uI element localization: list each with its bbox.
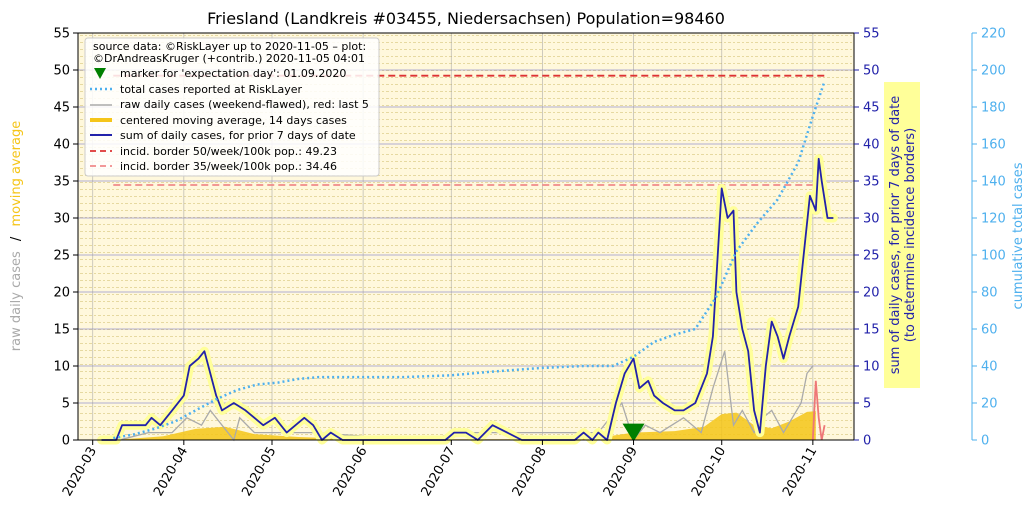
y-far-right-tick-label: 60: [981, 323, 998, 338]
y-left-tick-label: 30: [53, 212, 70, 227]
y-left-tick-label: 35: [53, 175, 70, 190]
legend: source data: ©RiskLayer up to 2020-11-05…: [84, 37, 380, 177]
y-far-right-tick-label: 20: [981, 397, 998, 412]
legend-swatch-marker: [94, 68, 106, 79]
legend-entry-total: total cases reported at RiskLayer: [120, 83, 303, 96]
y-right-tick-label: 45: [863, 101, 880, 116]
right-axis-label-box: [884, 82, 920, 388]
right-axis-label-line2: (to determine incidence borders): [903, 128, 918, 343]
legend-entry-marker: marker for 'expectation day': 01.09.2020: [120, 67, 346, 80]
y-right-tick-label: 15: [863, 323, 880, 338]
y-left-tick-label: 55: [53, 27, 70, 42]
far-right-axis-label: cumulative total cases: [1011, 162, 1026, 309]
y-far-right-tick-label: 0: [981, 434, 989, 449]
y-left-tick-label: 5: [62, 397, 70, 412]
y-far-right-tick-label: 120: [981, 212, 1006, 227]
y-right-tick-label: 50: [863, 64, 880, 79]
x-tick-label: 2020-08: [510, 445, 550, 500]
legend-entry-raw: raw daily cases (weekend-flawed), red: l…: [120, 98, 369, 111]
y-left-tick-label: 10: [53, 360, 70, 375]
legend-box: [84, 37, 380, 177]
y-right-tick-label: 25: [863, 249, 880, 264]
x-tick-label: 2020-05: [239, 445, 279, 500]
y-far-right-tick-label: 140: [981, 175, 1006, 190]
y-right-tick-label: 5: [863, 397, 871, 412]
y-right-tick-label: 55: [863, 27, 880, 42]
series-total-cases: [113, 80, 826, 440]
y-left-tick-label: 50: [53, 64, 70, 79]
legend-entry-sum7: sum of daily cases, for prior 7 days of …: [120, 129, 356, 142]
y-far-right-tick-label: 80: [981, 286, 998, 301]
series-raw-daily: [119, 351, 814, 442]
left-axis-label-separator: /: [9, 236, 24, 241]
y-far-right-tick-label: 200: [981, 64, 1006, 79]
x-tick-label: 2020-09: [601, 445, 641, 500]
legend-entry-border35: incid. border 35/week/100k pop.: 34.46: [120, 160, 337, 173]
right-axis-label-line1: sum of daily cases, for prior 7 days of …: [888, 96, 903, 375]
x-tick-label: 2020-04: [151, 445, 191, 500]
y-left-tick-label: 45: [53, 101, 70, 116]
x-tick-label: 2020-10: [689, 445, 729, 500]
y-left-tick-label: 40: [53, 138, 70, 153]
y-left-tick-label: 25: [53, 249, 70, 264]
y-right-tick-label: 30: [863, 212, 880, 227]
legend-source-line2: ©DrAndreasKruger (+contrib.) 2020-11-05 …: [93, 52, 365, 65]
y-right-tick-label: 20: [863, 286, 880, 301]
y-right-tick-label: 0: [863, 434, 871, 449]
legend-entry-border50: incid. border 50/week/100k pop.: 49.23: [120, 145, 337, 158]
y-far-right-tick-label: 100: [981, 249, 1006, 264]
y-far-right-tick-label: 180: [981, 101, 1006, 116]
y-left-tick-label: 20: [53, 286, 70, 301]
x-tick-label: 2020-11: [780, 445, 820, 500]
series-raw-last5: [811, 380, 826, 441]
expectation-day-marker: [622, 423, 645, 442]
markers: [622, 423, 645, 442]
y-right-tick-label: 35: [863, 175, 880, 190]
y-right-tick-label: 40: [863, 138, 880, 153]
chart-title: Friesland (Landkreis #03455, Niedersachs…: [207, 9, 725, 28]
x-tick-label: 2020-07: [419, 445, 459, 500]
y-left-tick-label: 15: [53, 323, 70, 338]
left-axis-label-avg: moving average: [9, 121, 24, 227]
y-far-right-tick-label: 160: [981, 138, 1006, 153]
y-far-right-tick-label: 220: [981, 27, 1006, 42]
left-axis-label-raw: raw daily cases: [9, 251, 24, 351]
y-right-tick-label: 10: [863, 360, 880, 375]
x-tick-label: 2020-03: [60, 445, 100, 500]
y-left-tick-label: 0: [62, 434, 70, 449]
left-axis-label: raw daily cases / moving average: [9, 121, 24, 351]
x-tick-label: 2020-06: [330, 445, 370, 500]
legend-entry-avg: centered moving average, 14 days cases: [120, 114, 347, 127]
plot-frame: [77, 32, 855, 441]
y-far-right-tick-label: 40: [981, 360, 998, 375]
legend-source-line1: source data: ©RiskLayer up to 2020-11-05…: [93, 40, 366, 53]
